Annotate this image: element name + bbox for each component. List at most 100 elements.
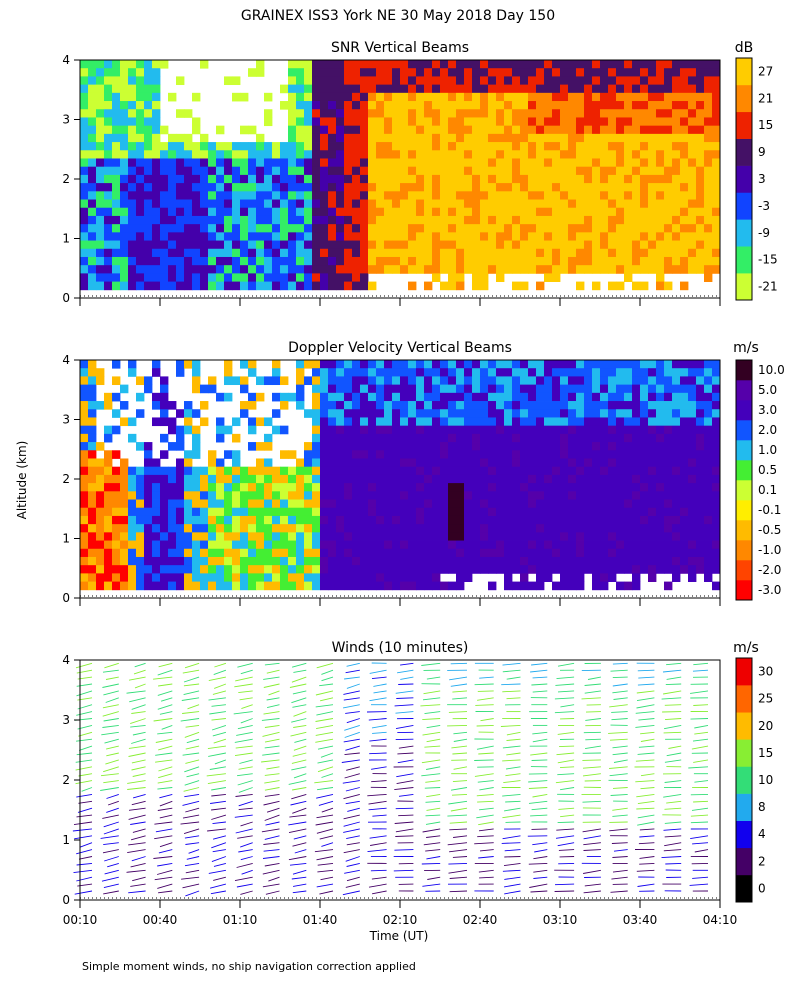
heatmap-cell [464,248,473,258]
heatmap-cell [520,417,529,427]
heatmap-cell [80,442,89,451]
heatmap-cell [344,248,353,258]
heatmap-cell [528,491,537,500]
heatmap-cell [712,532,721,541]
heatmap-cell [624,150,633,159]
heatmap-cell [192,376,201,386]
heatmap-cell [408,433,417,443]
heatmap-cell [472,556,481,566]
x-tick-label: 00:40 [143,913,178,927]
wind-barb [611,876,628,880]
heatmap-cell [136,281,145,291]
heatmap-cell [208,573,217,582]
heatmap-cell [704,232,713,241]
heatmap-cell [688,109,697,118]
heatmap-cell [424,207,433,217]
heatmap-cell [704,256,713,266]
wind-barb [155,752,173,756]
heatmap-cell [704,199,713,209]
heatmap-cell [176,232,185,241]
heatmap-cell [512,158,521,168]
heatmap-cell [336,166,345,176]
heatmap-cell [368,133,377,143]
heatmap-cell [624,384,633,394]
heatmap-cell [408,540,417,550]
heatmap-cell [600,60,609,69]
heatmap-cell [200,474,209,484]
heatmap-cell [520,68,529,77]
heatmap-cell [464,384,473,394]
heatmap-cell [80,224,89,233]
heatmap-cell [312,565,321,574]
heatmap-cell [416,466,425,476]
heatmap-cell [248,507,257,517]
heatmap-cell [704,240,713,250]
heatmap-cell [712,442,721,451]
heatmap-cell [272,232,281,241]
wind-barb [557,662,575,667]
heatmap-cell [576,450,585,459]
heatmap-cell [184,207,193,217]
heatmap-cell [384,401,393,410]
wind-barb [422,731,441,736]
heatmap-cell [320,215,329,225]
wind-barb [372,731,387,734]
heatmap-cell [712,256,721,266]
heatmap-cell [88,150,97,159]
heatmap-cell [176,166,185,176]
heatmap-cell [96,581,105,591]
heatmap-cell [664,392,673,402]
heatmap-cell [528,183,537,192]
heatmap-cell [712,360,721,369]
heatmap-cell [424,474,433,484]
heatmap-cell [632,368,641,377]
heatmap-cell [520,540,529,550]
heatmap-cell [376,240,385,250]
wind-barb [396,773,414,778]
heatmap-cell [496,101,505,110]
heatmap-cell [648,199,657,209]
heatmap-cell [128,491,137,500]
heatmap-cell [424,248,433,258]
heatmap-cell [136,240,145,250]
heatmap-cell [224,565,233,574]
heatmap-cell [96,166,105,176]
heatmap-cell [496,150,505,159]
heatmap-cell [632,425,641,435]
heatmap-cell [544,109,553,118]
heatmap-cell [648,401,657,410]
heatmap-cell [272,507,281,517]
heatmap-cell [168,565,177,574]
wind-barb [103,883,119,889]
heatmap-cell [160,499,169,509]
heatmap-cell [584,425,593,435]
heatmap-cell [400,183,409,192]
heatmap-cell [136,215,145,225]
heatmap-cell [632,232,641,241]
wind-barb [449,828,468,831]
heatmap-cell [96,483,105,492]
heatmap-cell [608,450,617,459]
heatmap-cell [432,273,441,282]
wind-barb [421,662,441,666]
heatmap-cell [248,232,257,241]
heatmap-cell [320,483,329,492]
heatmap-cell [144,491,153,500]
heatmap-cell [296,174,305,184]
heatmap-cell [680,68,689,77]
heatmap-cell [672,433,681,443]
heatmap-cell [384,433,393,443]
heatmap-cell [512,248,521,258]
heatmap-cell [264,458,273,468]
heatmap-cell [616,240,625,250]
heatmap-cell [432,60,441,69]
heatmap-cell [456,466,465,476]
wind-barb [640,787,655,790]
heatmap-cell [264,117,273,127]
y-axis-label: Altitude (km) [15,441,29,520]
heatmap-cell [408,109,417,118]
heatmap-cell [504,265,513,274]
heatmap-cell [192,215,201,225]
heatmap-cell [80,174,89,184]
